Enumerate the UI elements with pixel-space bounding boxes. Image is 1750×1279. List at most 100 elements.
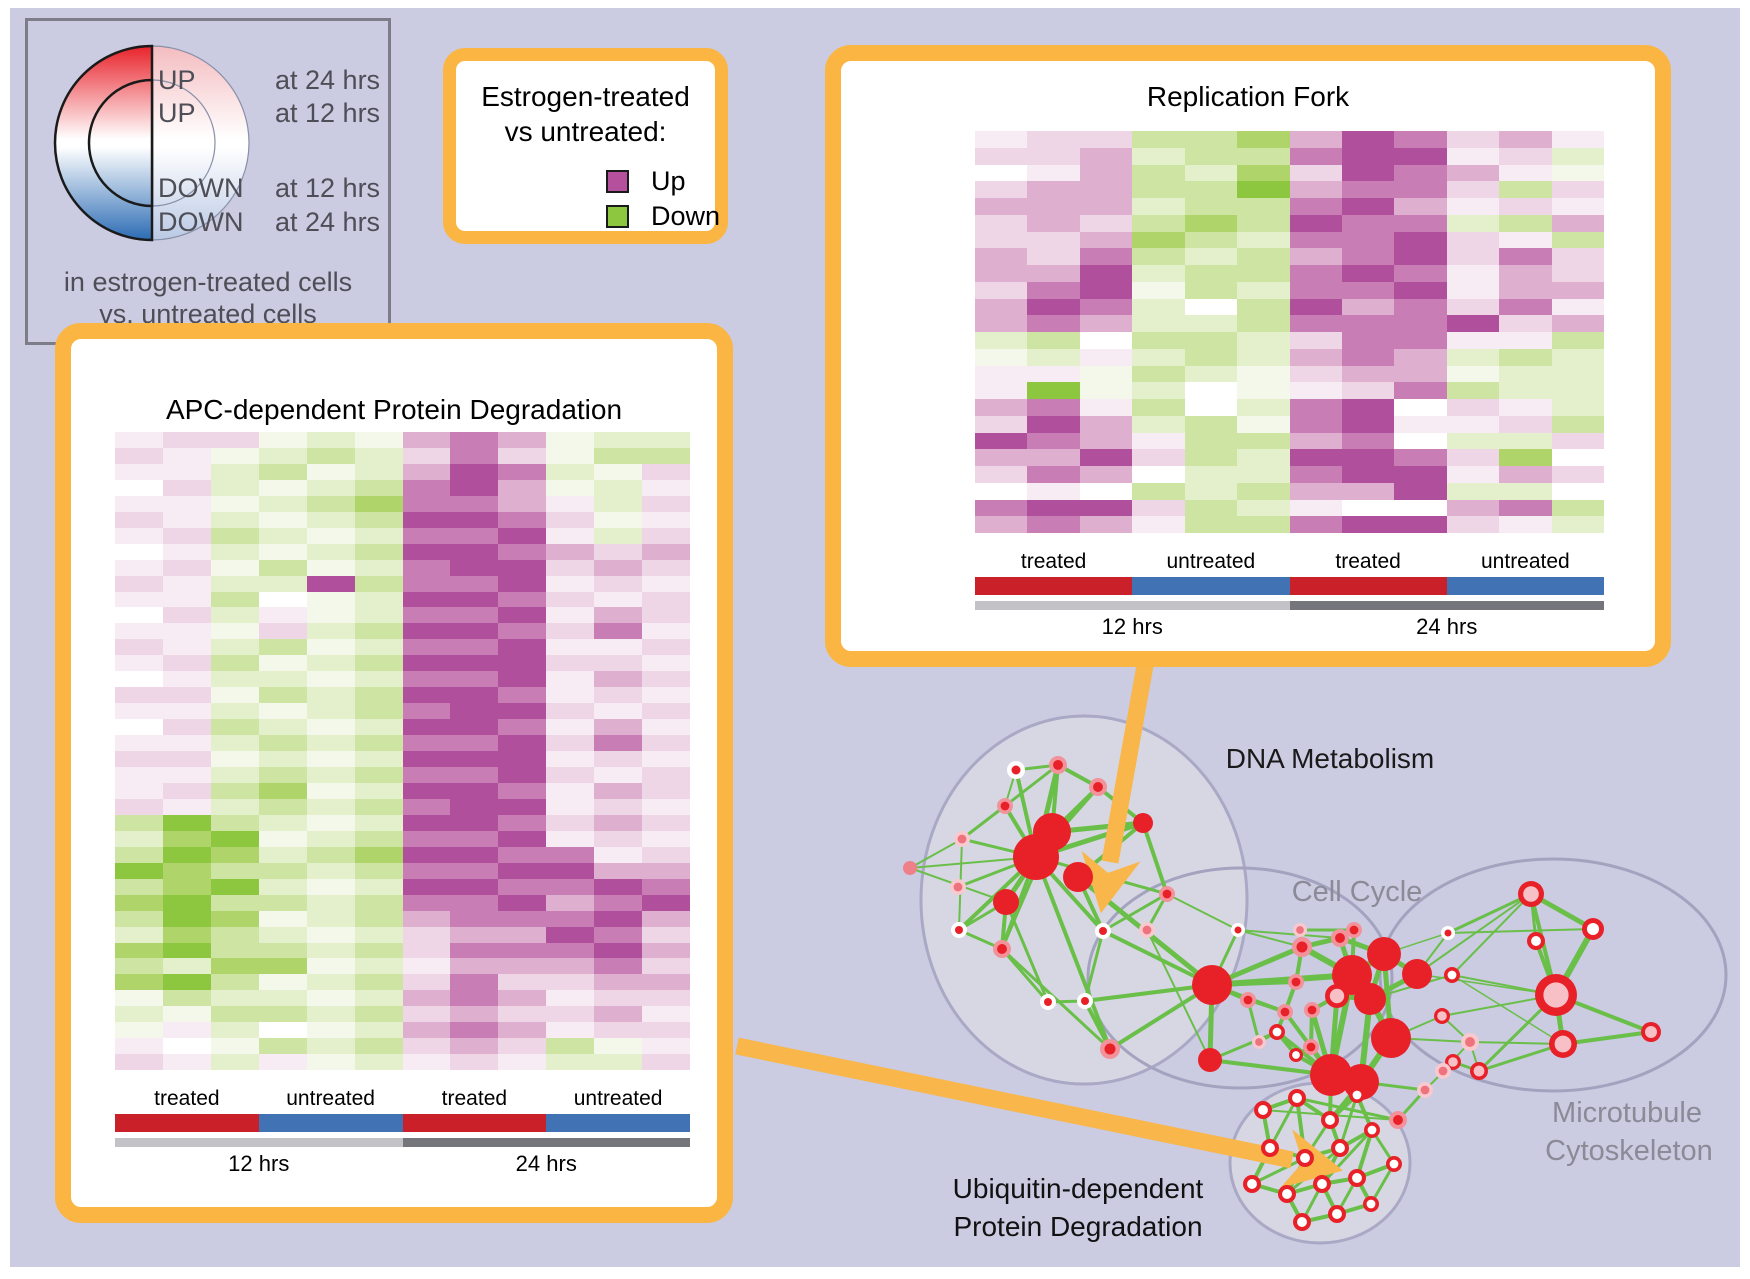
heatmap-row <box>115 703 691 720</box>
heatmap-cell <box>162 687 211 704</box>
heatmap-cell <box>1551 231 1605 249</box>
heatmap-cell <box>1551 482 1605 500</box>
heatmap-cell <box>594 655 643 672</box>
heatmap-cell <box>498 942 547 959</box>
heatmap-cell <box>402 703 451 720</box>
heatmap-cell <box>115 719 163 736</box>
heatmap-cell <box>450 878 499 895</box>
heatmap-cell <box>1184 348 1238 366</box>
heatmap-cell <box>162 655 211 672</box>
heatmap-cell <box>1394 164 1447 182</box>
heatmap-row <box>115 671 691 688</box>
heatmap-row <box>975 332 1605 349</box>
heatmap-cell <box>306 846 355 863</box>
heatmap-cell <box>258 591 307 608</box>
heatmap-row <box>975 516 1605 533</box>
heatmap-cell <box>1184 147 1238 165</box>
heatmap-cell <box>975 231 1028 249</box>
heatmap-cell <box>594 575 643 592</box>
cluster-ellipse-dna-metabolism <box>919 714 1249 1086</box>
network-node-core <box>1389 1159 1399 1169</box>
heatmap-cell <box>498 543 547 560</box>
heatmap-cell <box>1132 198 1185 215</box>
heatmap-cell <box>498 1038 547 1055</box>
heatmap-cell <box>258 974 307 991</box>
heatmap-cell <box>975 281 1028 299</box>
network-node-core <box>1332 1209 1342 1219</box>
heatmap-cell <box>258 990 307 1007</box>
heatmap-cell <box>1184 482 1238 500</box>
inner-ring-right-faded-half <box>151 79 216 207</box>
heatmap-cell <box>402 719 451 736</box>
network-node-core <box>1292 1051 1300 1059</box>
network-node-core <box>1645 1026 1657 1038</box>
heatmap-row <box>115 926 691 943</box>
heatmap-cell <box>306 1006 355 1023</box>
heatmap-cell <box>210 942 259 959</box>
heatmap-cell <box>642 703 691 720</box>
network-node-core <box>1099 927 1107 935</box>
cluster-ellipse-cell-cycle <box>1086 866 1394 1090</box>
heatmap-cell <box>306 926 355 943</box>
heatmap-cell <box>1289 131 1342 148</box>
heatmap-cell <box>162 974 211 991</box>
heatmap-cell <box>450 639 499 656</box>
heatmap-cell <box>1499 181 1552 198</box>
heatmap-cell <box>1132 382 1185 399</box>
network-node <box>1198 1048 1222 1072</box>
cluster-label: Cytoskeleton <box>1545 1135 1713 1167</box>
heatmap-row <box>975 449 1605 466</box>
network-node <box>1133 813 1153 833</box>
heatmap-cell <box>1079 214 1133 232</box>
heatmap-cell <box>975 399 1028 416</box>
heatmap-cell <box>594 703 643 720</box>
heatmap-cell <box>1079 281 1133 299</box>
heatmap-cell <box>975 432 1028 450</box>
heatmap-cell <box>1446 181 1500 198</box>
heatmap-cell <box>642 798 691 815</box>
heatmap-cell <box>450 751 499 768</box>
heatmap-cell <box>546 862 595 879</box>
heatmap-cell <box>1237 432 1290 450</box>
time-bar-segment <box>975 601 1290 610</box>
network-node <box>1063 862 1093 892</box>
heatmap-cell <box>1394 348 1447 366</box>
network-node-core <box>1349 925 1359 935</box>
heatmap-cell <box>450 910 499 927</box>
heatmap-row <box>975 248 1605 265</box>
heatmap-cell <box>306 591 355 608</box>
heatmap-cell <box>975 248 1028 265</box>
network-node-core <box>1296 926 1304 934</box>
heatmap-cell <box>546 527 595 544</box>
heatmap-cell <box>306 894 355 911</box>
heatmap-row <box>975 348 1605 366</box>
heatmap-cell <box>258 719 307 736</box>
heatmap-cell <box>450 671 499 688</box>
heatmap-cell <box>354 511 403 528</box>
heatmap-cell <box>115 926 163 943</box>
up-outer-time: at 24 hrs <box>275 65 380 95</box>
heatmap-cell <box>450 894 499 911</box>
heatmap-row <box>115 1054 691 1071</box>
heatmap-cell <box>115 767 163 783</box>
time-label: 24 hrs <box>515 1151 577 1176</box>
heatmap-row <box>115 719 691 736</box>
condition-label: untreated <box>1481 550 1570 573</box>
heatmap-cell <box>642 942 691 959</box>
heatmap-cell <box>306 830 355 847</box>
heatmap-cell <box>162 1022 211 1039</box>
heatmap-cell <box>642 511 691 528</box>
heatmap-cell <box>1394 415 1447 433</box>
heatmap-cell <box>1079 265 1133 282</box>
heatmap-cell <box>354 767 403 783</box>
heatmap-cell <box>210 1038 259 1055</box>
heatmap-cell <box>115 623 163 640</box>
network-node-core <box>1292 1093 1302 1103</box>
heatmap-row <box>975 298 1605 316</box>
heatmap-cell <box>1237 365 1290 383</box>
heatmap-cell <box>1237 332 1290 349</box>
network-node-core <box>1325 1115 1335 1125</box>
heatmap-cell <box>1394 265 1447 282</box>
heatmap-cell <box>1027 265 1080 282</box>
heatmap-cell <box>210 798 259 815</box>
